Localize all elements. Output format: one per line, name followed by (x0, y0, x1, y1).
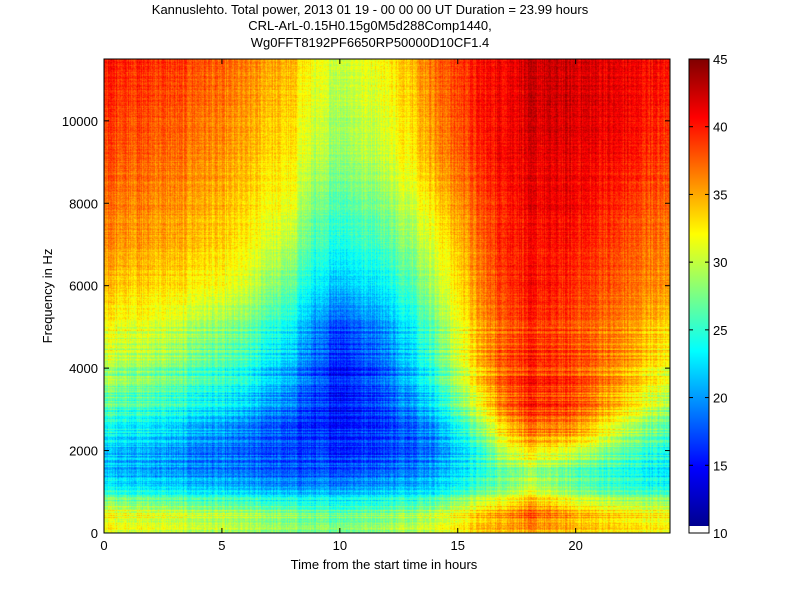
x-tick-label: 15 (451, 538, 465, 553)
x-tick-label: 0 (100, 538, 107, 553)
chart-title-line-1: Kannuslehto. Total power, 2013 01 19 - 0… (152, 2, 589, 17)
plot-area: 0 5 10 15 20 0 2000 4000 6000 8000 10000 (62, 58, 671, 553)
y-axis-label: Frequency in Hz (40, 249, 55, 344)
x-tick-label: 10 (333, 538, 347, 553)
colorbar-tick-label: 30 (713, 255, 727, 270)
y-tick-label: 4000 (69, 361, 98, 376)
colorbar-gradient (689, 59, 709, 526)
y-tick-label: 6000 (69, 279, 98, 294)
plot-frame (103, 58, 671, 534)
x-axis-ticks: 0 5 10 15 20 (100, 59, 583, 553)
y-tick-label: 8000 (69, 196, 98, 211)
y-axis-ticks: 0 2000 4000 6000 8000 10000 (62, 114, 670, 541)
chart-title-line-2: CRL-ArL-0.15H0.15g0M5d288Comp1440, (248, 18, 492, 33)
colorbar-frame (688, 58, 710, 534)
colorbar-tick-label: 25 (713, 323, 727, 338)
spectrogram-heatmap (104, 59, 670, 533)
colorbar-tick-label: 20 (713, 391, 727, 406)
y-tick-label: 2000 (69, 444, 98, 459)
colorbar-tick-label: 35 (713, 187, 727, 202)
colorbar-tick-label: 45 (713, 52, 727, 67)
colorbar-min-patch (689, 526, 709, 533)
colorbar-tick-label: 15 (713, 458, 727, 473)
y-tick-label: 0 (91, 526, 98, 541)
colorbar-ticks: 10 15 20 25 30 35 40 45 (689, 52, 727, 541)
x-tick-label: 5 (218, 538, 225, 553)
x-tick-label: 20 (568, 538, 582, 553)
x-axis-label: Time from the start time in hours (291, 557, 478, 572)
chart-title-line-3: Wg0FFT8192PF6650RP50000D10CF1.4 (251, 35, 489, 50)
colorbar: 10 15 20 25 30 35 40 45 (688, 52, 727, 541)
colorbar-tick-label: 40 (713, 120, 727, 135)
colorbar-tick-label: 10 (713, 526, 727, 541)
y-tick-label: 10000 (62, 114, 98, 129)
